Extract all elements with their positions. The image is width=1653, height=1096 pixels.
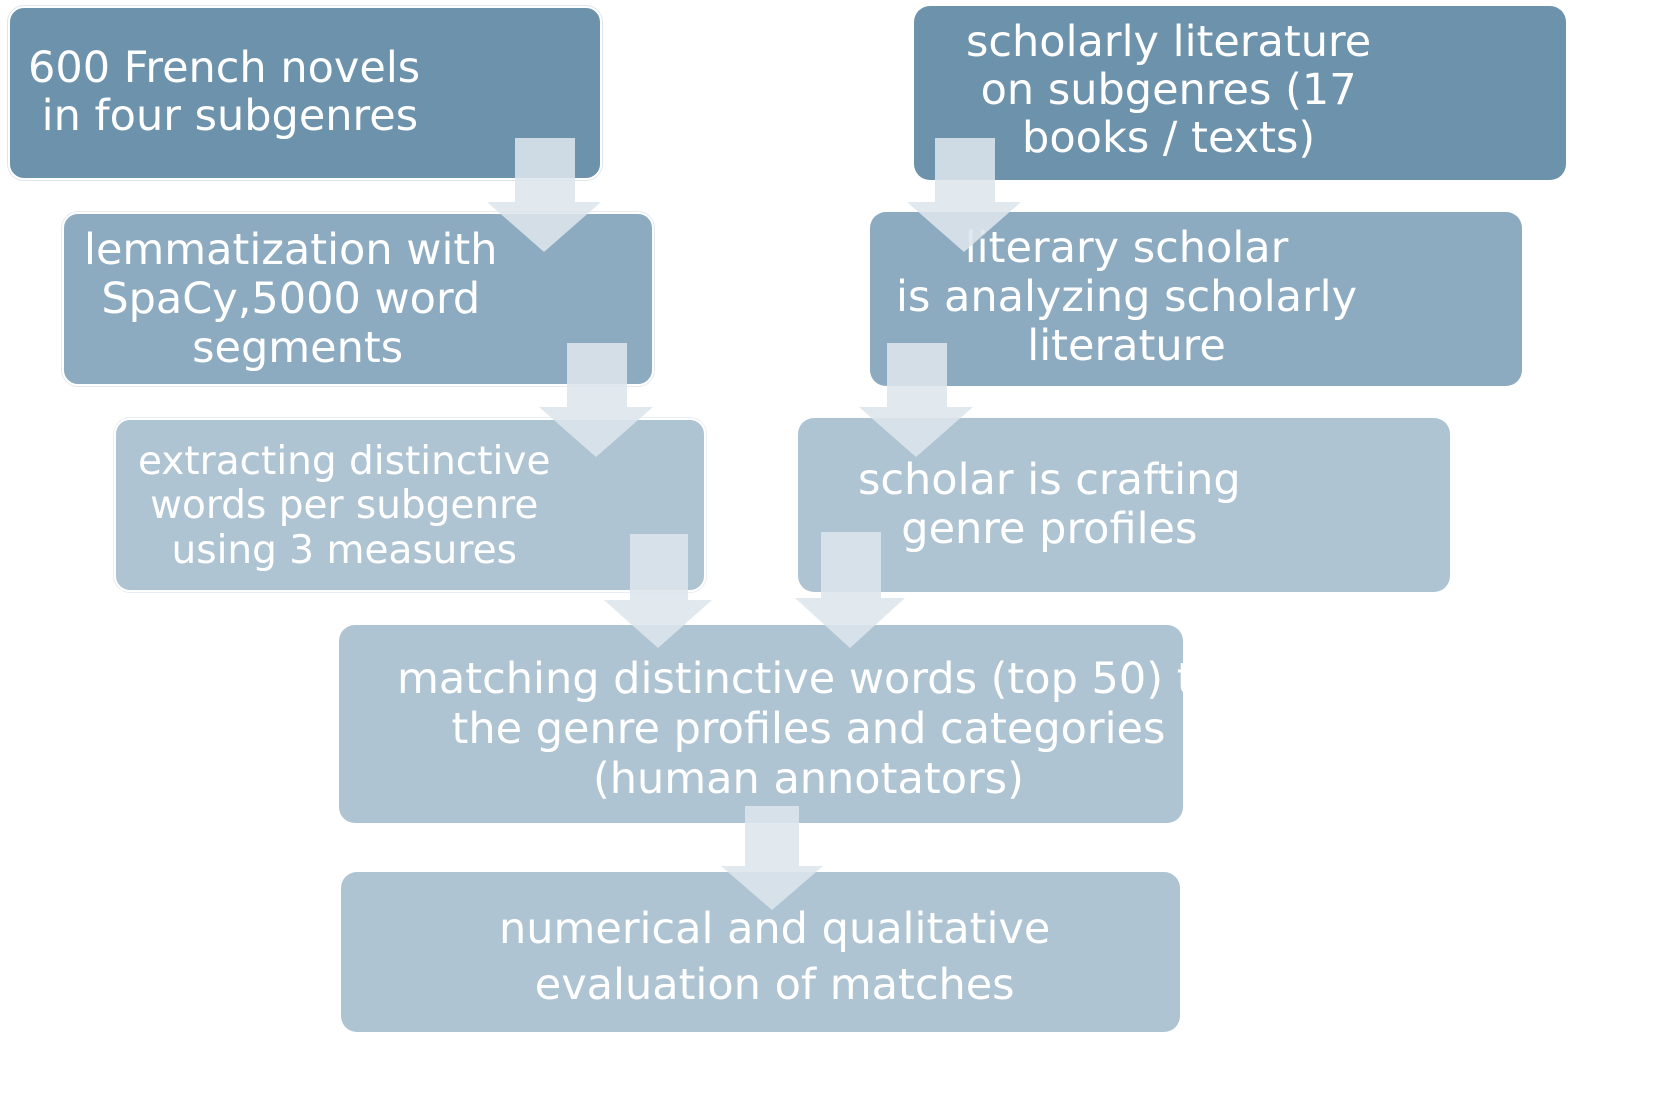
arrow-down-merge [721,806,823,910]
box-evaluation: numerical and qualitative evaluation of … [341,872,1180,1032]
arrow-down-right-3 [795,532,905,648]
box-literary-scholar: literary scholar is analyzing scholarly … [870,212,1522,386]
arrow-down-left-1 [487,138,601,252]
box-crafting-profiles: scholar is crafting genre profiles [798,418,1450,592]
arrow-down-left-3 [604,534,712,648]
arrow-down-left-2 [539,343,653,457]
arrow-down-right-2 [859,343,973,457]
box-matching-text: matching distinctive words (top 50) to t… [397,654,1220,804]
box-extracting-text: extracting distinctive words per subgenr… [138,439,551,573]
box-scholarly-literature-text: scholarly literature on subgenres (17 bo… [966,17,1372,164]
box-matching: matching distinctive words (top 50) to t… [339,625,1220,823]
box-french-novels: 600 French novels in four subgenres [8,6,602,180]
box-extracting: extracting distinctive words per subgenr… [114,418,706,592]
box-crafting-profiles-text: scholar is crafting genre profiles [858,455,1241,555]
box-scholarly-literature: scholarly literature on subgenres (17 bo… [914,6,1566,180]
arrow-down-right-1 [907,138,1021,252]
box-lemmatization-text: lemmatization with SpaCy,5000 word segme… [84,225,498,374]
box-french-novels-text: 600 French novels in four subgenres [28,43,421,142]
box-literary-scholar-text: literary scholar is analyzing scholarly … [896,223,1358,372]
box-evaluation-text: numerical and qualitative evaluation of … [499,904,1051,1010]
